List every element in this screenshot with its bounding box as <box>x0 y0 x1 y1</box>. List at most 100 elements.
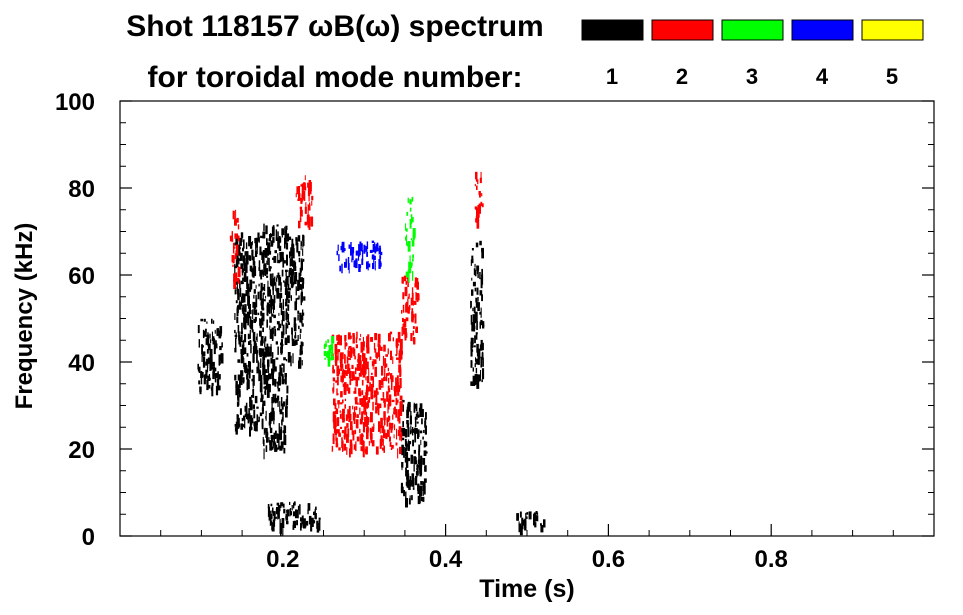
spectrum-mark <box>277 381 279 389</box>
spectrum-mark <box>409 207 412 212</box>
spectrum-mark <box>343 370 346 379</box>
spectrum-mark <box>235 424 238 435</box>
spectrum-mark <box>344 353 346 364</box>
spectrum-mark <box>259 330 262 337</box>
spectrum-mark <box>398 417 401 424</box>
spectrum-mark <box>232 242 235 254</box>
spectrum-mark <box>412 326 415 329</box>
spectrum-mark <box>332 387 334 392</box>
spectrum-mark <box>205 361 209 366</box>
spectrum-mark <box>412 254 414 259</box>
spectrum-mark <box>370 337 372 342</box>
spectrum-mark <box>408 441 412 445</box>
spectrum-mark <box>345 414 348 421</box>
spectrum-mark <box>237 267 241 278</box>
spectrum-mark <box>387 367 389 372</box>
spectrum-mark <box>336 388 338 396</box>
spectrum-mark <box>271 397 274 404</box>
spectrum-mark <box>240 263 244 269</box>
spectrum-mark <box>238 391 241 398</box>
spectrum-mark <box>474 269 477 277</box>
spectrum-mark <box>245 242 248 250</box>
spectrum-mark <box>338 432 341 435</box>
spectrum-mark <box>270 503 273 507</box>
spectrum-mark <box>417 429 420 437</box>
spectrum-mark <box>270 357 273 364</box>
spectrum-mark <box>200 376 203 385</box>
spectrum-mark <box>365 446 368 455</box>
spectrum-region-mode-3 <box>323 336 335 367</box>
chart-title-line1: Shot 118157 ωB(ω) spectrum <box>126 10 543 43</box>
spectrum-mark <box>482 321 485 329</box>
spectrum-mark <box>364 397 367 406</box>
spectrum-mark <box>297 505 300 511</box>
spectrum-mark <box>256 366 259 374</box>
spectrum-mark <box>284 229 288 239</box>
spectrum-mark <box>287 352 291 363</box>
spectrum-mark <box>235 332 237 339</box>
spectrum-mark <box>272 288 274 295</box>
spectrum-mark <box>399 446 402 455</box>
spectrum-mark <box>296 288 300 291</box>
spectrum-mark <box>475 311 478 322</box>
spectrum-mark <box>307 503 311 511</box>
x-tick-label: 0.2 <box>266 546 299 573</box>
spectrum-mark <box>285 243 289 250</box>
spectrum-mark <box>351 426 353 435</box>
spectrum-mark <box>470 381 473 386</box>
spectrum-mark <box>300 197 303 204</box>
spectrum-mark <box>281 228 285 236</box>
spectrum-mark <box>260 374 263 384</box>
spectrum-mark <box>263 377 266 385</box>
spectrum-mark <box>474 183 476 187</box>
spectrum-mark <box>198 380 201 385</box>
spectrum-mark <box>391 380 393 390</box>
spectrum-mark <box>281 253 284 261</box>
spectrum-mark <box>299 209 303 217</box>
spectrum-mark <box>359 338 361 341</box>
spectrum-mark <box>405 228 408 232</box>
spectrum-mark <box>272 519 276 527</box>
spectrum-mark <box>293 317 296 328</box>
spectrum-mark <box>305 202 307 210</box>
spectrum-mark <box>247 333 250 340</box>
spectrum-mark <box>342 446 344 452</box>
spectrum-mark <box>234 347 237 353</box>
spectrum-mark <box>213 367 217 372</box>
spectrum-mark <box>267 242 270 253</box>
spectrum-mark <box>479 290 483 296</box>
spectrum-mark <box>400 350 403 355</box>
spectrum-mark <box>395 408 397 418</box>
spectrum-mark <box>206 358 209 363</box>
spectrum-mark <box>366 342 367 348</box>
spectrum-mark <box>264 351 267 358</box>
spectrum-mark <box>203 375 206 385</box>
spectrum-mark <box>363 341 365 349</box>
spectrum-mark <box>280 367 283 377</box>
spectrum-mark <box>359 254 361 257</box>
spectrum-mark <box>347 259 349 270</box>
spectrum-mark <box>524 518 526 528</box>
spectrum-mark <box>268 257 270 269</box>
spectrum-mark <box>409 255 411 262</box>
spectrum-mark <box>402 304 405 313</box>
x-tick-label: 0.6 <box>592 546 625 573</box>
spectrum-mark <box>239 287 242 297</box>
spectrum-mark <box>396 382 399 390</box>
spectrum-mark <box>387 348 389 355</box>
spectrum-mark <box>382 381 384 388</box>
spectrum-mark <box>277 395 280 401</box>
spectrum-mark <box>423 481 426 487</box>
spectrum-mark <box>296 186 299 195</box>
spectrum-mark <box>477 375 481 381</box>
spectrum-mark <box>362 440 365 452</box>
spectrum-mark <box>234 235 238 239</box>
spectrum-mark <box>341 370 344 376</box>
spectrum-mark <box>215 372 218 378</box>
spectrum-mark <box>417 459 421 465</box>
spectrum-mark <box>424 425 427 435</box>
spectrum-mark <box>215 343 218 349</box>
spectrum-mark <box>284 373 286 383</box>
spectrum-mark <box>339 340 342 346</box>
spectrum-mark <box>316 520 319 529</box>
